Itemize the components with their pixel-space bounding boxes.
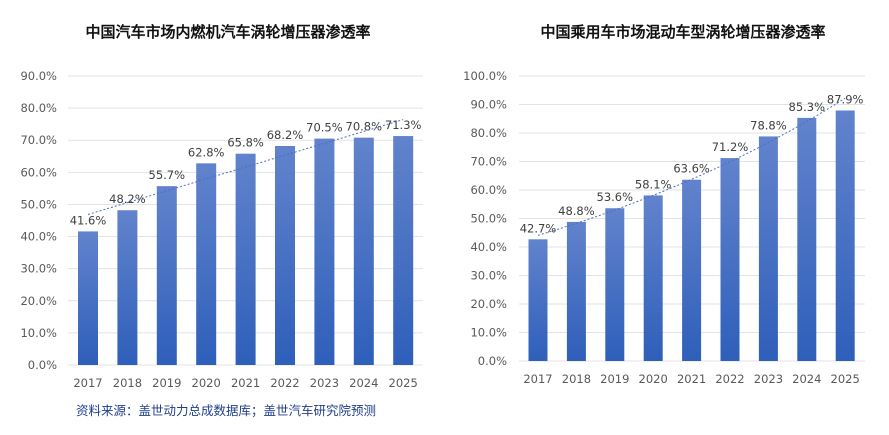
x-tick-label: 2021 (677, 372, 706, 386)
y-tick-label: 40.0% (20, 230, 57, 244)
bar-2017 (78, 231, 98, 365)
data-label: 78.8% (750, 118, 787, 132)
data-label: 85.3% (789, 100, 826, 114)
y-tick-label: 30.0% (470, 269, 507, 283)
y-tick-label: 90.0% (470, 98, 507, 112)
source-note: 资料来源：盖世动力总成数据库；盖世汽车研究院预测 (76, 403, 376, 418)
chart-1-title: 中国汽车市场内燃机汽车涡轮增压器渗透率 (85, 23, 370, 41)
bar-2021 (235, 153, 256, 365)
bar-2024 (353, 137, 374, 365)
data-label: 63.6% (673, 162, 710, 176)
y-tick-label: 90.0% (20, 69, 57, 83)
chart-2-title: 中国乘用车市场混动车型涡轮增压器渗透率 (540, 23, 825, 41)
bar-2025 (393, 136, 414, 365)
x-tick-label: 2018 (562, 372, 591, 386)
x-tick-label: 2025 (831, 372, 860, 386)
bar-2023 (758, 136, 778, 361)
x-tick-label: 2017 (73, 376, 102, 390)
x-tick-label: 2024 (349, 376, 378, 390)
x-tick-label: 2022 (715, 372, 744, 386)
bar-2021 (682, 179, 702, 361)
y-tick-label: 70.0% (20, 133, 57, 147)
y-tick-label: 60.0% (20, 165, 57, 179)
bar-2019 (605, 208, 625, 361)
x-tick-label: 2023 (310, 376, 339, 390)
bar-2023 (314, 138, 335, 365)
bar-2025 (835, 110, 855, 361)
x-tick-label: 2023 (754, 372, 783, 386)
bar-2019 (156, 186, 177, 365)
y-tick-label: 100.0% (463, 69, 507, 83)
data-label: 70.5% (306, 121, 343, 135)
bar-2020 (643, 195, 663, 361)
y-tick-label: 30.0% (20, 262, 57, 276)
x-tick-label: 2021 (231, 376, 260, 390)
y-tick-label: 10.0% (20, 326, 57, 340)
data-label: 48.8% (558, 204, 595, 218)
x-tick-label: 2024 (792, 372, 821, 386)
trendline (87, 119, 404, 215)
y-tick-label: 20.0% (470, 297, 507, 311)
bar-2020 (196, 163, 217, 365)
x-tick-label: 2022 (270, 376, 299, 390)
x-tick-label: 2018 (113, 376, 142, 390)
y-tick-label: 40.0% (470, 240, 507, 254)
data-label: 41.6% (70, 213, 107, 227)
bar-2018 (566, 221, 586, 361)
y-tick-label: 0.0% (28, 358, 57, 372)
x-tick-label: 2017 (523, 372, 552, 386)
y-tick-label: 0.0% (478, 354, 507, 368)
x-tick-label: 2019 (152, 376, 181, 390)
trendline (537, 97, 846, 236)
x-tick-label: 2020 (639, 372, 668, 386)
data-label: 53.6% (597, 190, 634, 204)
data-label: 70.8% (346, 120, 383, 134)
y-tick-label: 80.0% (470, 126, 507, 140)
y-tick-label: 20.0% (20, 294, 57, 308)
data-label: 65.8% (227, 136, 264, 150)
y-tick-label: 50.0% (470, 212, 507, 226)
bar-2022 (720, 158, 740, 361)
data-label: 71.3% (385, 118, 422, 132)
x-tick-label: 2020 (192, 376, 221, 390)
data-label: 62.8% (188, 145, 225, 159)
data-label: 87.9% (827, 92, 864, 106)
data-label: 55.7% (149, 168, 186, 182)
y-tick-label: 70.0% (470, 155, 507, 169)
data-label: 68.2% (267, 128, 304, 142)
y-tick-label: 10.0% (470, 326, 507, 340)
bar-2017 (528, 239, 548, 361)
data-label: 48.2% (109, 192, 146, 206)
y-tick-label: 80.0% (20, 101, 57, 115)
data-label: 71.2% (712, 140, 749, 154)
bar-2024 (797, 117, 817, 362)
x-tick-label: 2025 (389, 376, 418, 390)
bar-2022 (275, 146, 295, 365)
y-tick-label: 50.0% (20, 197, 57, 211)
bar-2018 (117, 210, 138, 365)
y-tick-label: 60.0% (470, 183, 507, 197)
x-tick-label: 2019 (600, 372, 629, 386)
data-label: 42.7% (520, 221, 557, 235)
data-label: 58.1% (635, 177, 672, 191)
